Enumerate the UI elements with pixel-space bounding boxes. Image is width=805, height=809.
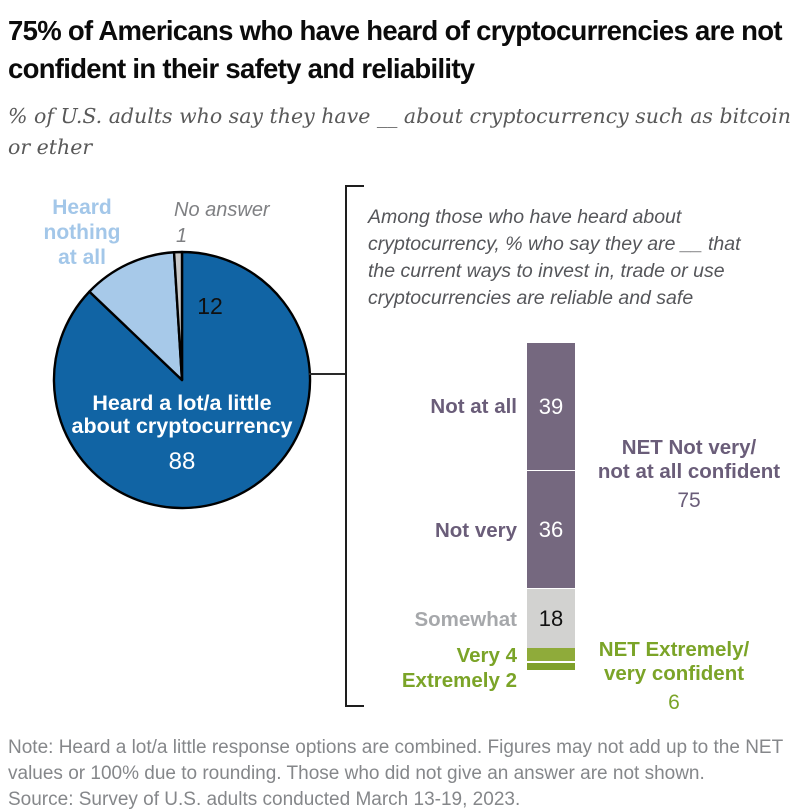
bar-label-extremely-text: Extremely — [401, 669, 500, 692]
bar-segment-value: 39 — [538, 393, 564, 419]
net-confident-line2: very confident — [603, 662, 745, 685]
pie-inside-label-line2: about cryptocurrency — [71, 414, 293, 438]
pie-slice-2 — [172, 250, 184, 382]
bar-label-not-at-all: Not at all — [430, 395, 517, 418]
bar-segment-not-at-all: 39 — [527, 343, 575, 470]
bar-label-very-value: 4 — [505, 644, 517, 667]
source-text: Source: Survey of U.S. adults conducted … — [8, 789, 521, 809]
bar-intro-line2: cryptocurrency, % who say they are __ th… — [368, 233, 741, 255]
pie-label-heard-nothing: Heard nothing at all — [43, 196, 121, 269]
bar-segment-value: 18 — [538, 605, 564, 631]
bar-segment-very — [527, 648, 575, 661]
pie-slice-1 — [88, 251, 184, 382]
bar-label-not-very: Not very — [434, 519, 517, 542]
bracket-vertical-line — [345, 185, 347, 707]
page-title: 75% of Americans who have heard of crypt… — [8, 15, 782, 84]
net-confident-line1: NET Extremely/ — [598, 638, 750, 661]
stacked-bar: 39 36 18 — [527, 343, 575, 670]
bar-intro-line4: cryptocurrencies are reliable and safe — [368, 287, 694, 309]
net-confident: NET Extremely/ very confident 6 — [570, 638, 778, 715]
bar-label-very: Very 4 — [457, 644, 517, 668]
bracket-bottom-hook — [345, 705, 364, 707]
bar-intro-line3: the current ways to invest in, trade or … — [368, 260, 725, 282]
pie-inside-label-line1: Heard a lot/a little — [92, 391, 272, 415]
pie-chart — [52, 250, 312, 510]
bar-segment-somewhat: 18 — [527, 589, 575, 648]
bar-segment-extremely — [527, 663, 575, 670]
footnote: Note: Heard a lot/a little response opti… — [8, 735, 800, 809]
bar-segment-value: 36 — [538, 516, 564, 542]
bar-label-somewhat: Somewhat — [414, 608, 517, 631]
bar-label-extremely: Extremely 2 — [402, 669, 517, 693]
net-not-confident-line2: not at all confident — [597, 460, 781, 483]
pie-value-heard-nothing: 12 — [197, 293, 223, 319]
net-confident-value: 6 — [668, 691, 680, 714]
bar-chart-intro: Among those who have heard about cryptoc… — [368, 204, 798, 312]
pie-label-no-answer: No answer — [174, 199, 270, 221]
pie-value-no-answer: 1 — [176, 225, 188, 247]
pie-value-heard-alot: 88 — [168, 448, 196, 475]
bracket-top-hook — [345, 185, 364, 187]
pie-to-bracket-connector-line — [309, 373, 346, 375]
net-not-confident-line1: NET Not very/ — [621, 436, 757, 459]
bar-label-extremely-value: 2 — [505, 669, 517, 692]
bar-segment-not-very: 36 — [527, 471, 575, 588]
net-not-confident-value: 75 — [677, 489, 701, 512]
page-subtitle: % of U.S. adults who say they have __ ab… — [8, 104, 791, 159]
net-not-confident: NET Not very/ not at all confident 75 — [578, 436, 800, 513]
note-text: Note: Heard a lot/a little response opti… — [8, 737, 783, 784]
bar-label-very-text: Very — [456, 644, 500, 667]
bar-intro-line1: Among those who have heard about — [368, 206, 682, 228]
